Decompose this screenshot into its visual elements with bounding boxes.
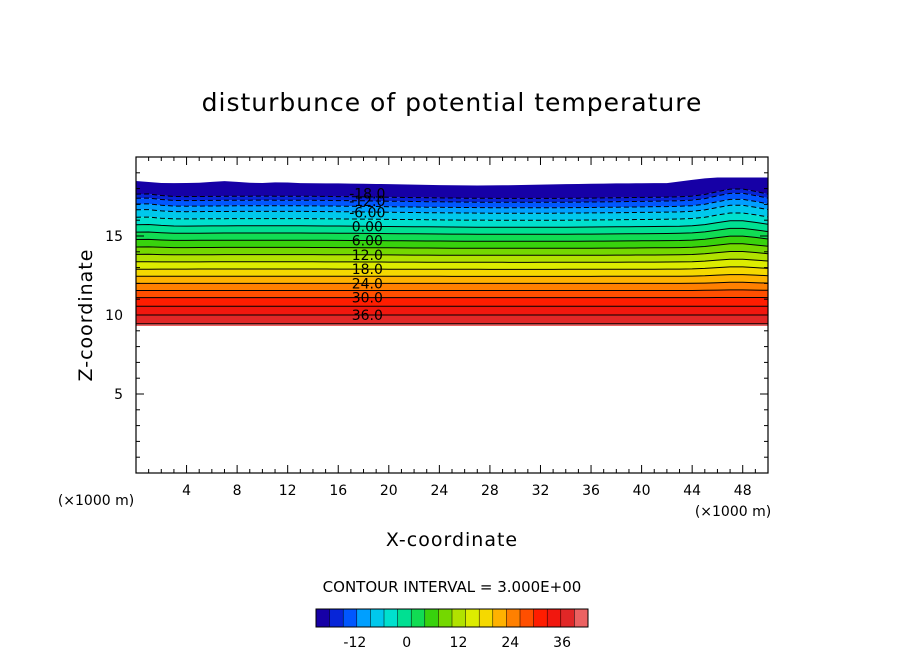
contour-labels: -18.0-12.0-6.000.006.0012.018.024.030.03…	[349, 186, 385, 324]
contour-label: 12.0	[352, 248, 383, 264]
contour-line	[136, 188, 768, 199]
colorbar-cell	[533, 609, 548, 627]
colorbar-cell	[343, 609, 358, 627]
contour-lines	[136, 188, 768, 325]
x-tick-label: 40	[633, 483, 651, 499]
contour-label: 24.0	[352, 276, 383, 292]
colorbar-cell	[316, 609, 330, 627]
colorbar-cell	[492, 609, 507, 627]
contour-line	[136, 220, 768, 228]
contour-label: 36.0	[352, 308, 383, 324]
contour-line	[136, 198, 768, 209]
y-tick-label: 10	[105, 308, 123, 324]
contour-field	[136, 177, 768, 327]
contour-label: 30.0	[352, 291, 383, 307]
contour-band	[136, 251, 768, 263]
contour-band	[136, 315, 768, 324]
x-tick-label: 20	[380, 483, 398, 499]
x-tick-label: 12	[279, 483, 297, 499]
contour-band	[136, 236, 768, 249]
contour-band	[136, 199, 768, 214]
x-tick-labels: 4 8 12 16 20 24 28 32 36 40 44 48	[182, 483, 752, 499]
contour-band	[136, 205, 768, 221]
contour-line	[136, 243, 768, 249]
colorbar-cell	[547, 609, 562, 627]
colorbar-tick-label: 36	[553, 635, 571, 651]
colorbar-cell	[411, 609, 426, 627]
colorbar-cell	[479, 609, 494, 627]
contour-line	[136, 204, 768, 214]
x-axis-label: X-coordinate	[386, 529, 518, 551]
contour-line	[136, 274, 768, 277]
contour-line	[136, 289, 768, 291]
contour-line	[136, 281, 768, 284]
colorbar-cell	[574, 609, 589, 627]
contour-line	[136, 258, 768, 263]
x-tick-label: 28	[481, 483, 499, 499]
colorbar-cell	[438, 609, 453, 627]
contour-band	[136, 297, 768, 307]
x-tick-label: 16	[329, 483, 347, 499]
contour-label: -18.0	[349, 186, 385, 202]
x-tick-label: 44	[683, 483, 701, 499]
contour-line	[136, 227, 768, 235]
contour-label: 0.00	[352, 220, 383, 236]
contour-interval-label: CONTOUR INTERVAL = 3.000E+00	[323, 578, 582, 596]
colorbar-cell	[356, 609, 371, 627]
y-axis-label: Z-coordinate	[75, 249, 97, 382]
contour-band	[136, 189, 768, 203]
contour-band	[136, 177, 768, 199]
y-tick-label: 5	[114, 387, 123, 403]
x-tick-label: 32	[532, 483, 550, 499]
x-unit-right: (×1000 m)	[695, 504, 771, 520]
colorbar-cell	[384, 609, 398, 627]
contour-line	[136, 266, 768, 270]
axis-ticks	[136, 157, 768, 473]
x-tick-label: 48	[734, 483, 752, 499]
contour-label: 6.00	[352, 234, 383, 250]
contour-band	[136, 323, 768, 327]
contour-line	[136, 192, 768, 203]
colorbar-tick-label: 12	[450, 635, 468, 651]
contour-band	[136, 259, 768, 270]
colorbar-labels: -12 0 12 24 36	[343, 635, 571, 651]
colorbar-frame	[315, 608, 589, 628]
contour-label: 18.0	[352, 262, 383, 278]
contour-band	[136, 243, 768, 256]
chart-title: disturbunce of potential temperature	[202, 88, 703, 117]
contour-band	[136, 306, 768, 315]
contour-band	[136, 282, 768, 291]
colorbar-cell	[452, 609, 466, 627]
colorbar-tick-label: 24	[501, 635, 519, 651]
y-tick-label: 15	[105, 229, 123, 245]
colorbar-cell	[560, 609, 575, 627]
colorbar-tick-label: -12	[343, 635, 366, 651]
colorbar-cell	[329, 609, 344, 627]
contour-band	[136, 289, 768, 298]
colorbar-tick-label: 0	[402, 635, 411, 651]
contour-line	[136, 235, 768, 242]
colorbar-cell	[506, 609, 521, 627]
contour-line	[136, 212, 768, 221]
y-tick-labels: 5 10 15	[105, 229, 123, 403]
x-unit-left: (×1000 m)	[58, 493, 134, 509]
x-tick-label: 4	[182, 483, 191, 499]
contour-band	[136, 193, 768, 208]
x-tick-label: 24	[430, 483, 448, 499]
colorbar-cell	[370, 609, 385, 627]
colorbar-cell	[465, 609, 480, 627]
contour-label: -12.0	[349, 194, 385, 210]
colorbar-cell	[424, 609, 439, 627]
contour-label: -6.00	[349, 205, 385, 221]
x-tick-label: 36	[582, 483, 600, 499]
x-tick-label: 8	[233, 483, 242, 499]
contour-band	[136, 228, 768, 242]
colorbar-cell	[520, 609, 534, 627]
colorbar-cell	[397, 609, 412, 627]
colorbar	[315, 608, 589, 628]
contour-line	[136, 251, 768, 256]
